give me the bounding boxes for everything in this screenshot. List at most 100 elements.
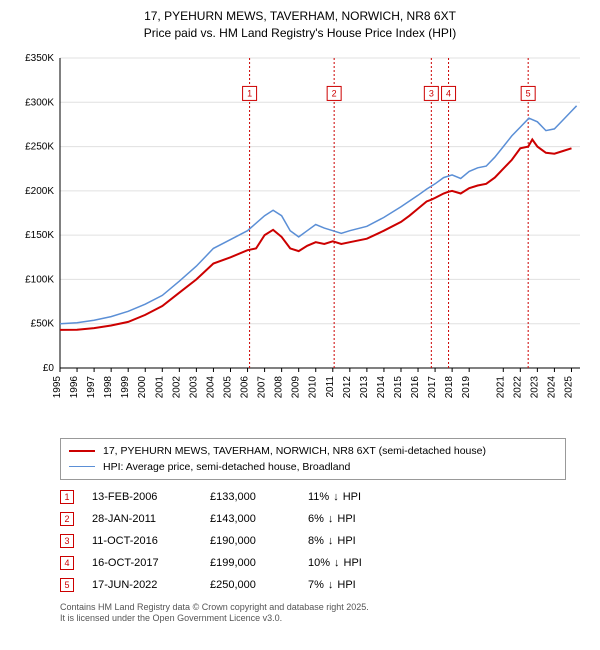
transaction-diff: 10% ↓ HPI	[308, 557, 398, 569]
chart-svg: £0 £50K £100K £150K £200K £250K £300K £350K 1995…	[10, 48, 590, 428]
transaction-row: 4 16-OCT-2017 £199,000 10% ↓ HPI	[60, 552, 566, 574]
transaction-diff-pct: 6%	[308, 513, 324, 525]
title-address: 17, PYEHURN MEWS, TAVERHAM, NORWICH, NR8…	[10, 8, 590, 25]
transaction-marker: 3	[60, 534, 74, 548]
svg-text:5: 5	[526, 88, 531, 98]
svg-text:2001: 2001	[154, 375, 165, 398]
transaction-diff-label: HPI	[337, 579, 355, 591]
svg-text:2009: 2009	[291, 375, 302, 398]
svg-text:£50K: £50K	[31, 318, 55, 329]
svg-text:£0: £0	[43, 363, 55, 374]
svg-text:1997: 1997	[86, 375, 97, 398]
svg-text:2025: 2025	[563, 375, 574, 398]
svg-text:£300K: £300K	[25, 97, 54, 108]
transaction-row: 1 13-FEB-2006 £133,000 11% ↓ HPI	[60, 486, 566, 508]
svg-text:2015: 2015	[393, 375, 404, 398]
transaction-date: 17-JUN-2022	[92, 579, 192, 591]
svg-text:2023: 2023	[529, 375, 540, 398]
legend-label: HPI: Average price, semi-detached house,…	[103, 461, 350, 473]
svg-text:£250K: £250K	[25, 141, 54, 152]
transaction-diff: 11% ↓ HPI	[308, 491, 398, 503]
chart-container: 17, PYEHURN MEWS, TAVERHAM, NORWICH, NR8…	[0, 0, 600, 629]
svg-text:2007: 2007	[257, 375, 268, 398]
transaction-diff-label: HPI	[337, 535, 355, 547]
svg-text:2011: 2011	[325, 375, 336, 397]
svg-text:£350K: £350K	[25, 53, 54, 64]
svg-text:£200K: £200K	[25, 185, 54, 196]
legend: 17, PYEHURN MEWS, TAVERHAM, NORWICH, NR8…	[60, 438, 566, 480]
transaction-marker: 4	[60, 556, 74, 570]
legend-item: 17, PYEHURN MEWS, TAVERHAM, NORWICH, NR8…	[69, 443, 557, 459]
transaction-diff: 8% ↓HPI	[308, 535, 398, 547]
svg-text:2002: 2002	[171, 375, 182, 398]
svg-text:3: 3	[429, 88, 434, 98]
svg-text:2004: 2004	[205, 375, 216, 398]
transaction-price: £250,000	[210, 579, 290, 591]
transaction-date: 16-OCT-2017	[92, 557, 192, 569]
svg-text:2006: 2006	[240, 375, 251, 398]
transaction-date: 11-OCT-2016	[92, 535, 192, 547]
svg-text:2022: 2022	[512, 375, 523, 398]
transaction-diff-label: HPI	[344, 557, 362, 569]
transaction-diff-pct: 8%	[308, 535, 324, 547]
chart-title: 17, PYEHURN MEWS, TAVERHAM, NORWICH, NR8…	[10, 8, 590, 42]
transaction-price: £143,000	[210, 513, 290, 525]
chart-plot-area: £0 £50K £100K £150K £200K £250K £300K £350K 1995…	[10, 48, 590, 428]
transaction-price: £190,000	[210, 535, 290, 547]
arrow-down-icon: ↓	[328, 513, 334, 525]
transaction-row: 3 11-OCT-2016 £190,000 8% ↓HPI	[60, 530, 566, 552]
svg-text:2008: 2008	[274, 375, 285, 398]
arrow-down-icon: ↓	[334, 557, 340, 569]
svg-text:£100K: £100K	[25, 274, 54, 285]
transaction-diff-label: HPI	[343, 491, 361, 503]
transaction-price: £199,000	[210, 557, 290, 569]
transaction-diff: 7% ↓HPI	[308, 579, 398, 591]
legend-item: HPI: Average price, semi-detached house,…	[69, 459, 557, 475]
arrow-down-icon: ↓	[333, 491, 339, 503]
svg-text:2017: 2017	[427, 375, 438, 398]
transaction-marker: 5	[60, 578, 74, 592]
transaction-diff: 6% ↓HPI	[308, 513, 398, 525]
transaction-row: 5 17-JUN-2022 £250,000 7% ↓HPI	[60, 574, 566, 596]
transaction-diff-pct: 7%	[308, 579, 324, 591]
svg-text:4: 4	[446, 88, 451, 98]
transaction-row: 2 28-JAN-2011 £143,000 6% ↓HPI	[60, 508, 566, 530]
svg-text:£150K: £150K	[25, 230, 54, 241]
transaction-diff-label: HPI	[337, 513, 355, 525]
svg-text:2013: 2013	[359, 375, 370, 398]
svg-text:2014: 2014	[376, 375, 387, 398]
svg-text:2000: 2000	[137, 375, 148, 398]
arrow-down-icon: ↓	[328, 579, 334, 591]
transaction-diff-pct: 11%	[308, 491, 329, 503]
arrow-down-icon: ↓	[328, 535, 334, 547]
svg-text:2005: 2005	[222, 375, 233, 398]
svg-text:2012: 2012	[342, 375, 353, 398]
legend-label: 17, PYEHURN MEWS, TAVERHAM, NORWICH, NR8…	[103, 445, 486, 457]
svg-text:1: 1	[247, 88, 252, 98]
legend-swatch	[69, 450, 95, 452]
svg-text:2021: 2021	[495, 375, 506, 398]
svg-text:1996: 1996	[69, 375, 80, 398]
legend-swatch	[69, 466, 95, 468]
svg-text:1999: 1999	[120, 375, 131, 398]
transaction-date: 28-JAN-2011	[92, 513, 192, 525]
transaction-date: 13-FEB-2006	[92, 491, 192, 503]
transaction-diff-pct: 10%	[308, 557, 330, 569]
svg-text:2003: 2003	[188, 375, 199, 398]
svg-text:2016: 2016	[410, 375, 421, 398]
footer-line2: It is licensed under the Open Government…	[60, 613, 566, 625]
footer-attribution: Contains HM Land Registry data © Crown c…	[60, 602, 566, 625]
svg-text:2019: 2019	[461, 375, 472, 398]
footer-line1: Contains HM Land Registry data © Crown c…	[60, 602, 566, 614]
title-subtitle: Price paid vs. HM Land Registry's House …	[10, 25, 590, 42]
svg-text:2018: 2018	[444, 375, 455, 398]
svg-text:1998: 1998	[103, 375, 114, 398]
transaction-price: £133,000	[210, 491, 290, 503]
transactions-table: 113-FEB-2006£133,00011%↓HPI228-JAN-2011£…	[60, 486, 566, 596]
transaction-marker: 2	[60, 512, 74, 526]
svg-text:2024: 2024	[546, 375, 557, 398]
svg-text:1995: 1995	[52, 375, 63, 398]
svg-text:2: 2	[332, 88, 337, 98]
svg-text:2010: 2010	[308, 375, 319, 398]
transaction-marker: 1	[60, 490, 74, 504]
